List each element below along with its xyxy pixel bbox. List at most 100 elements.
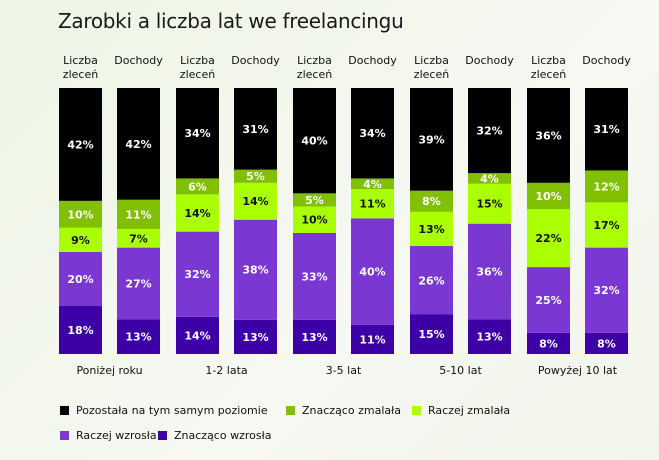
legend-swatch (60, 431, 69, 440)
legend-swatch (158, 431, 167, 440)
bar-segment (468, 223, 511, 320)
legend-swatch (60, 406, 69, 415)
bar-segment (176, 88, 219, 179)
data-label: 36% (535, 129, 561, 142)
bar-segment (293, 193, 336, 207)
bar-segment (59, 88, 102, 201)
data-label: 13% (242, 331, 268, 344)
data-label: 5% (246, 170, 265, 183)
bar-segment (468, 173, 511, 184)
bar-segment (585, 88, 628, 171)
bar-header-label: Liczba zleceń (63, 54, 98, 81)
bar-segment (176, 231, 219, 317)
bar-segment (117, 228, 160, 248)
data-label: 13% (301, 331, 327, 344)
data-label: 4% (480, 172, 499, 185)
data-label: 6% (188, 180, 207, 193)
legend-item: Raczej zmalała (412, 404, 510, 417)
data-label: 26% (418, 274, 444, 287)
bar-segment (59, 200, 102, 228)
bar-segment (59, 227, 102, 252)
data-label: 40% (359, 266, 385, 279)
data-label: 32% (593, 284, 619, 297)
bar-segment (527, 182, 570, 210)
bar-segment (117, 88, 160, 200)
data-label: 33% (301, 270, 327, 283)
bar-segment (176, 178, 219, 195)
bar-segment (234, 88, 277, 170)
bar-segment (59, 305, 102, 354)
bar-header-label: Dochody (582, 54, 631, 67)
bar-segment (293, 319, 336, 354)
bar-segment (293, 206, 336, 233)
group-label: 3-5 lat (326, 364, 362, 377)
data-label: 4% (363, 178, 382, 191)
bar-segment (234, 169, 277, 183)
legend-label: Znacząco wzrosła (174, 429, 272, 442)
data-label: 14% (242, 195, 268, 208)
data-label: 11% (125, 208, 151, 221)
data-label: 38% (242, 264, 268, 277)
bar-segment (351, 189, 394, 219)
bar-segment (468, 88, 511, 174)
data-label: 31% (242, 123, 268, 136)
bar-segment (59, 251, 102, 306)
bar-segment (585, 202, 628, 248)
data-label: 18% (67, 324, 93, 337)
bar-segment (410, 246, 453, 315)
data-label: 13% (476, 331, 502, 344)
bar-segment (117, 199, 160, 229)
bar-segment (117, 247, 160, 320)
data-label: 42% (125, 138, 151, 151)
data-label: 11% (359, 198, 385, 211)
bar-header-label: Dochody (114, 54, 163, 67)
group-label: 1-2 lata (205, 364, 247, 377)
data-label: 36% (476, 266, 502, 279)
bar-header-label: Dochody (348, 54, 397, 67)
group-label: Powyżej 10 lat (538, 364, 618, 377)
data-label: 27% (125, 278, 151, 291)
bar-segment (585, 170, 628, 203)
data-label: 11% (359, 333, 385, 346)
data-label: 5% (305, 194, 324, 207)
group-label: Poniżej roku (76, 364, 142, 377)
bar-segment (410, 314, 453, 354)
legend-label: Znacząco zmalała (302, 404, 401, 417)
bar-segment (234, 219, 277, 320)
legend-item: Znacząco zmalała (286, 404, 401, 417)
data-label: 12% (593, 180, 619, 193)
data-label: 42% (67, 138, 93, 151)
bar-segment (585, 332, 628, 354)
bar-header-label: Liczba zleceń (531, 54, 566, 81)
data-label: 10% (67, 208, 93, 221)
data-label: 15% (476, 198, 502, 211)
data-label: 14% (184, 207, 210, 220)
data-label: 31% (593, 123, 619, 136)
legend-item: Znacząco wzrosła (158, 429, 271, 442)
legend-swatch (412, 406, 421, 415)
bar-segment (468, 183, 511, 224)
data-label: 7% (129, 232, 148, 245)
bar-header-label: Dochody (465, 54, 514, 67)
data-label: 8% (422, 195, 441, 208)
bar-header-label: Liczba zleceń (297, 54, 332, 81)
bar-segment (410, 88, 453, 191)
bar-segment (293, 232, 336, 320)
legend-label: Pozostała na tym samym poziomie (76, 404, 268, 417)
data-label: 34% (359, 127, 385, 140)
data-label: 13% (418, 223, 444, 236)
bar-segment (351, 88, 394, 179)
group-label: 5-10 lat (439, 364, 482, 377)
data-label: 10% (301, 214, 327, 227)
data-label: 25% (535, 294, 561, 307)
bar-segment (351, 218, 394, 325)
data-label: 34% (184, 127, 210, 140)
data-label: 39% (418, 133, 444, 146)
bar-segment (234, 319, 277, 354)
data-label: 14% (184, 329, 210, 342)
data-label: 9% (71, 234, 90, 247)
bar-segment (351, 324, 394, 354)
bar-segment (585, 247, 628, 333)
bar-header-label: Liczba zleceń (414, 54, 449, 81)
